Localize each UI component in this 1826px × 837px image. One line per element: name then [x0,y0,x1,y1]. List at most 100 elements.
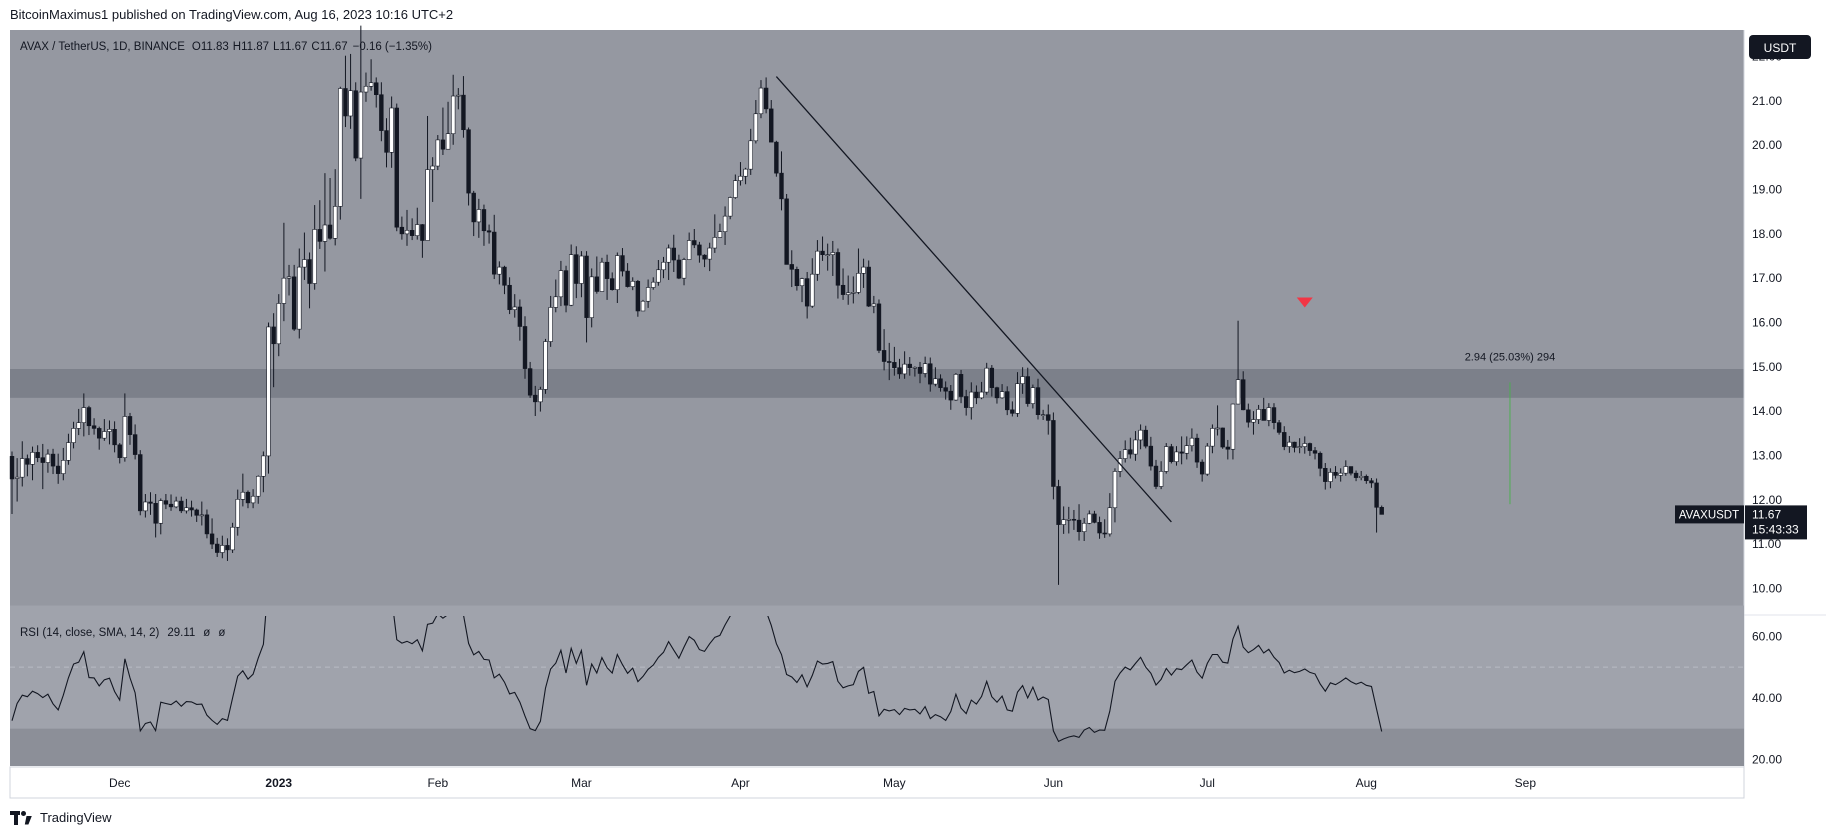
candle-up [553,296,558,308]
candle-up [579,255,584,284]
candle-down [394,107,399,228]
candle-down [1271,407,1277,423]
candle-down [697,244,702,256]
candle-up [727,197,733,217]
candle-up [450,95,456,135]
candle-up [815,250,820,275]
price-tick-label: 19.00 [1752,183,1782,197]
x-axis-labels: Dec 2023 Feb Mar Apr May Jun Jul Aug Sep [109,776,1536,790]
price-tick-label: 21.00 [1752,94,1782,108]
candle-up [902,363,907,375]
low-value: 11.67 [279,41,307,53]
candle-up [199,514,205,517]
price-tick-label: 18.00 [1752,227,1782,241]
candle-down [610,278,615,291]
candle-up [712,237,718,249]
price-tick-label: 10.00 [1752,581,1782,595]
time-axis[interactable] [9,766,1745,799]
candle-up [845,292,851,295]
candle-up [999,391,1005,399]
candle-down [1148,445,1154,467]
candle-down [604,261,610,279]
candle-up [686,240,692,260]
candle-up [1215,427,1220,430]
candle-up [456,94,461,97]
candle-down [1102,532,1107,535]
last-price: 11.67 [1752,507,1781,521]
candle-up [1251,419,1256,423]
candle-up [722,215,728,232]
candle-down [189,507,194,511]
candle-down [928,363,933,385]
candle-up [615,255,620,291]
candle-up [1087,513,1092,524]
candle-down [1364,475,1369,482]
candle-up [743,168,748,177]
candle-down [779,172,784,200]
candle-up [425,169,430,241]
candle-down [1317,452,1323,469]
candle-up [338,88,343,207]
price-axis-labels: 10.00 11.00 12.00 13.00 14.00 15.00 16.00 17.00… [1752,50,1782,596]
candle-up [1256,409,1261,420]
candle-up [1189,437,1195,447]
candle-up [302,259,307,268]
candle-down [291,276,297,330]
time-tick-label: Feb [427,776,448,790]
support-zone [10,369,1744,398]
candle-down [466,129,471,194]
candle-down [307,259,312,284]
candle-up [266,326,271,457]
candle-down [353,90,358,159]
candle-up [748,140,753,170]
candle-up [871,303,877,307]
candle-up [107,429,112,432]
candle-up [707,247,712,260]
descending-trendline[interactable] [775,76,1172,523]
candle-up [1030,387,1036,404]
candle-down [522,326,528,369]
candle-up [1061,519,1066,525]
candle-up [1040,414,1046,416]
candle-up [1081,522,1087,532]
candle-up [512,306,517,310]
candle-up [312,229,317,284]
candle-up [435,139,440,167]
candle-down [835,252,841,286]
candle-up [81,407,87,423]
candle-down [866,266,871,307]
open-value: 11.83 [201,41,229,53]
candle-down [1010,409,1015,414]
time-tick-label: Aug [1356,776,1377,790]
candle-up [733,180,738,198]
candle-down [676,259,682,279]
candle-up [286,276,292,279]
price-tick-label: 11.00 [1752,537,1781,551]
tradingview-logo[interactable]: TradingView [10,810,112,825]
candle-down [989,367,995,388]
time-tick-label: Jul [1200,776,1215,790]
candle-up [656,269,661,283]
candle-up [368,82,374,87]
candle-up [969,391,974,408]
candle-up [322,224,328,242]
candle-down [763,87,769,110]
price-tick-label: 15.00 [1752,360,1782,374]
candle-up [256,475,261,497]
currency-badge[interactable]: USDT [1749,35,1811,59]
candle-down [1282,432,1287,447]
candle-down [994,387,1000,399]
candle-down [245,491,251,504]
candle-down [1179,451,1184,454]
candle-down [163,500,169,505]
candle-up [363,85,369,93]
candle-up [1020,376,1025,384]
candle-down [671,247,676,261]
candle-up [158,500,163,524]
candle-up [297,266,302,330]
tradingview-logo-icon [10,810,34,825]
candle-down [399,226,405,235]
candle-down [840,284,846,295]
close-value: 11.67 [320,41,348,53]
